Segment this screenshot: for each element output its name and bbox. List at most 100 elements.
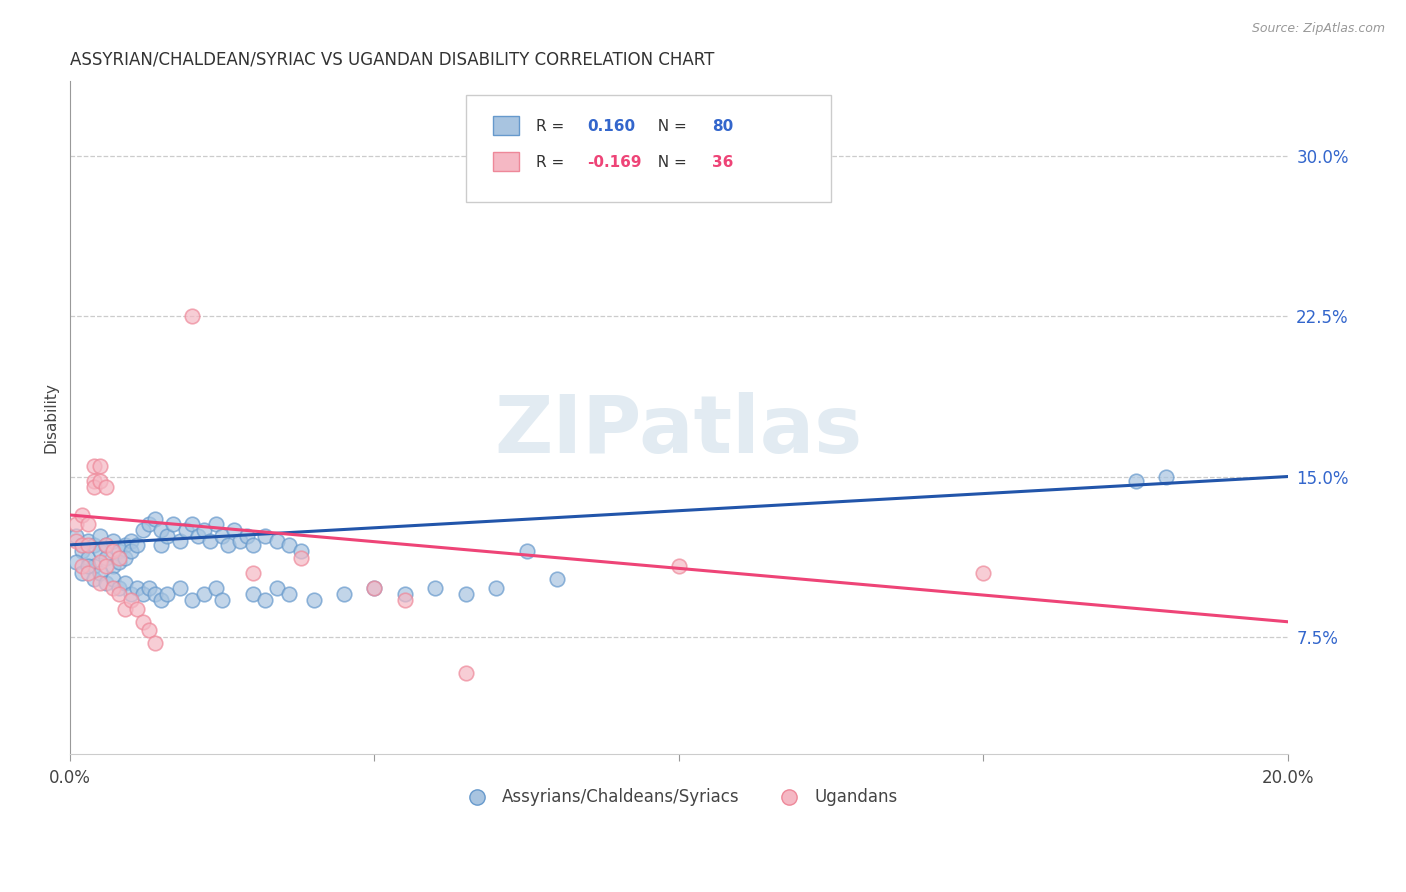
Point [132, 523, 155, 537]
Point [169, 581, 191, 595]
Point [120, 587, 142, 601]
Point [198, 533, 221, 548]
Point [290, 550, 312, 565]
Point [454, 587, 477, 601]
Point [217, 538, 239, 552]
Point [101, 533, 124, 548]
Point [156, 587, 179, 601]
Point [485, 581, 508, 595]
Point [89, 576, 111, 591]
Point [70, 566, 93, 580]
Point [162, 516, 184, 531]
Point [242, 587, 264, 601]
Point [278, 587, 301, 601]
Point [101, 581, 124, 595]
Point [668, 559, 690, 574]
Point [107, 555, 129, 569]
Text: ZIPatlas: ZIPatlas [495, 392, 863, 470]
Point [89, 474, 111, 488]
Point [205, 581, 228, 595]
Point [235, 529, 257, 543]
Point [278, 538, 301, 552]
Point [180, 310, 202, 324]
Point [101, 559, 124, 574]
Text: Source: ZipAtlas.com: Source: ZipAtlas.com [1251, 22, 1385, 36]
Point [96, 538, 118, 552]
Point [290, 544, 312, 558]
Point [89, 458, 111, 473]
Point [187, 529, 209, 543]
Point [89, 544, 111, 558]
Point [229, 533, 252, 548]
Point [174, 523, 197, 537]
Y-axis label: Disability: Disability [44, 383, 58, 453]
Point [125, 581, 148, 595]
Point [972, 566, 994, 580]
Bar [492, 116, 519, 136]
Point [107, 544, 129, 558]
Point [138, 516, 160, 531]
Point [150, 538, 173, 552]
Point [333, 587, 356, 601]
Point [143, 587, 166, 601]
Point [65, 516, 87, 531]
Point [454, 666, 477, 681]
Point [83, 559, 105, 574]
Point [114, 576, 136, 591]
Point [211, 593, 233, 607]
Point [266, 533, 288, 548]
Point [83, 458, 105, 473]
Point [70, 559, 93, 574]
Point [89, 555, 111, 569]
Point [242, 566, 264, 580]
Point [114, 538, 136, 552]
Point [101, 544, 124, 558]
Point [65, 555, 87, 569]
Point [132, 587, 155, 601]
Point [169, 533, 191, 548]
Point [143, 512, 166, 526]
Point [138, 581, 160, 595]
Text: N =: N = [648, 154, 692, 169]
Point [77, 566, 100, 580]
Point [205, 516, 228, 531]
Point [193, 523, 215, 537]
Point [120, 533, 142, 548]
Point [132, 615, 155, 629]
Point [107, 550, 129, 565]
Legend: Assyrians/Chaldeans/Syriacs, Ugandans: Assyrians/Chaldeans/Syriacs, Ugandans [454, 781, 904, 814]
Point [83, 572, 105, 586]
Point [394, 593, 416, 607]
Point [125, 538, 148, 552]
Text: 36: 36 [711, 154, 733, 169]
FancyBboxPatch shape [465, 95, 831, 202]
Point [253, 593, 276, 607]
Point [266, 581, 288, 595]
Point [253, 529, 276, 543]
Point [242, 538, 264, 552]
Point [83, 480, 105, 494]
Text: 80: 80 [711, 119, 733, 134]
Point [89, 566, 111, 580]
Point [193, 587, 215, 601]
Point [150, 523, 173, 537]
Point [77, 516, 100, 531]
Point [302, 593, 325, 607]
Point [70, 544, 93, 558]
Point [150, 593, 173, 607]
Point [96, 550, 118, 565]
Point [516, 544, 538, 558]
Point [363, 581, 385, 595]
Point [96, 480, 118, 494]
Point [120, 544, 142, 558]
Point [211, 529, 233, 543]
Point [224, 523, 246, 537]
Point [96, 576, 118, 591]
Point [546, 572, 568, 586]
Point [70, 508, 93, 522]
Point [107, 587, 129, 601]
Point [114, 602, 136, 616]
Text: -0.169: -0.169 [588, 154, 643, 169]
Point [107, 581, 129, 595]
Point [425, 581, 447, 595]
